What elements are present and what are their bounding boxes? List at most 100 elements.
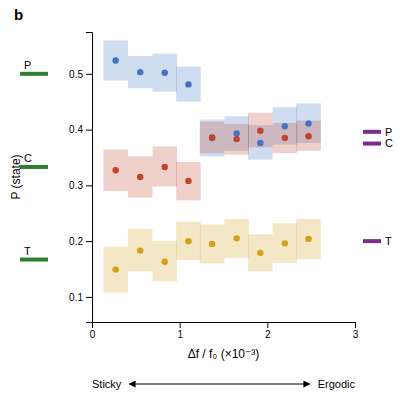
point (112, 266, 118, 272)
band-segment (176, 67, 201, 102)
right-mark (363, 142, 381, 146)
y-tick: 0.4 (69, 124, 92, 135)
band-segment (152, 241, 177, 281)
y-tick-mark (86, 297, 92, 298)
data-area (103, 40, 320, 292)
x-tick-label: 2 (265, 329, 271, 340)
band-segment (248, 113, 273, 148)
points (112, 128, 311, 185)
band-segment (176, 222, 201, 260)
point (305, 236, 311, 242)
x-tick-mark (180, 322, 181, 328)
y-tick-label: 0.4 (69, 124, 83, 135)
band-segment (128, 56, 153, 88)
y-tick-mark (86, 241, 92, 242)
band-segment (296, 121, 321, 151)
y-tick-mark (86, 185, 92, 186)
left-mark-label: C (24, 152, 32, 164)
point (233, 136, 239, 142)
point (185, 81, 191, 87)
point (185, 238, 191, 244)
point (305, 133, 311, 139)
right-mark (363, 130, 381, 134)
right-mark (363, 239, 381, 243)
x-tick-label: 0 (90, 329, 96, 340)
point (282, 135, 288, 141)
y-axis-line (86, 33, 93, 323)
band-segment (200, 120, 225, 157)
band-segment (224, 219, 249, 258)
right-mark-label: P (385, 126, 392, 138)
arrow-label: Sticky (92, 378, 122, 390)
band-segment (248, 234, 273, 271)
band-segment (273, 123, 298, 153)
band-segment (103, 150, 128, 191)
point (233, 130, 239, 136)
x-tick: 0 (90, 322, 96, 340)
y-tick: 0.3 (69, 180, 92, 191)
point (209, 241, 215, 247)
band (103, 219, 320, 293)
right-mark-label: T (385, 235, 392, 247)
band-segment (103, 40, 128, 80)
point (162, 70, 168, 76)
arrow-line (129, 384, 309, 385)
point (185, 178, 191, 184)
point (305, 120, 311, 126)
left-mark (20, 72, 48, 76)
point (162, 259, 168, 265)
y-tick-mark (86, 130, 92, 131)
plot: 01230.10.20.30.40.5PCTPCTΔf / f₀ (×10⁻³)… (20, 33, 393, 390)
point (112, 57, 118, 63)
band-segment (224, 124, 249, 155)
band-segment (200, 122, 225, 153)
point (137, 174, 143, 180)
band-segment (152, 54, 177, 92)
y-tick-label: 0.3 (69, 180, 83, 191)
point (209, 135, 215, 141)
band-segment (152, 146, 177, 186)
y-tick: 0.2 (69, 236, 92, 247)
y-tick-label: 0.1 (69, 292, 83, 303)
x-tick-label: 1 (177, 329, 183, 340)
band-segment (103, 247, 128, 293)
x-tick: 1 (177, 322, 183, 340)
point (282, 240, 288, 246)
point (137, 247, 143, 253)
point (257, 128, 263, 134)
arrow-label: Ergodic (318, 378, 356, 390)
chart: 01230.10.20.30.40.5PCTPCTΔf / f₀ (×10⁻³)… (0, 0, 400, 400)
y-tick: 0.5 (69, 69, 92, 80)
band (103, 113, 320, 201)
band-segment (200, 224, 225, 263)
left-mark (20, 258, 48, 262)
point (137, 69, 143, 75)
y-axis: 0.1 0.2 0.3 0.4 0.5 (69, 33, 92, 323)
left-mark (20, 165, 48, 169)
y-tick-label: 0.2 (69, 236, 83, 247)
x-tick-label: 3 (353, 329, 359, 340)
point (209, 134, 215, 140)
point (233, 235, 239, 241)
point (162, 164, 168, 170)
title: b (14, 6, 23, 23)
left-mark-label: T (24, 245, 31, 257)
y-tick-mark (86, 74, 92, 75)
band-segment (273, 223, 298, 263)
x-axis: 0 1 2 3 (90, 322, 359, 340)
left-marks: P C T (20, 59, 48, 260)
x-axis-line (93, 323, 356, 329)
x-tick-mark (355, 322, 356, 328)
right-marks: PC T (363, 126, 393, 247)
right-mark-label: C (385, 137, 393, 149)
x-tick: 3 (353, 322, 359, 340)
points (112, 235, 311, 273)
x-tick-mark (267, 322, 268, 328)
band (103, 40, 320, 159)
left-mark-label: P (24, 59, 31, 71)
background (0, 0, 400, 400)
points (112, 57, 311, 146)
y-tick-label: 0.5 (69, 69, 83, 80)
band-segment (128, 229, 153, 271)
point (257, 250, 263, 256)
